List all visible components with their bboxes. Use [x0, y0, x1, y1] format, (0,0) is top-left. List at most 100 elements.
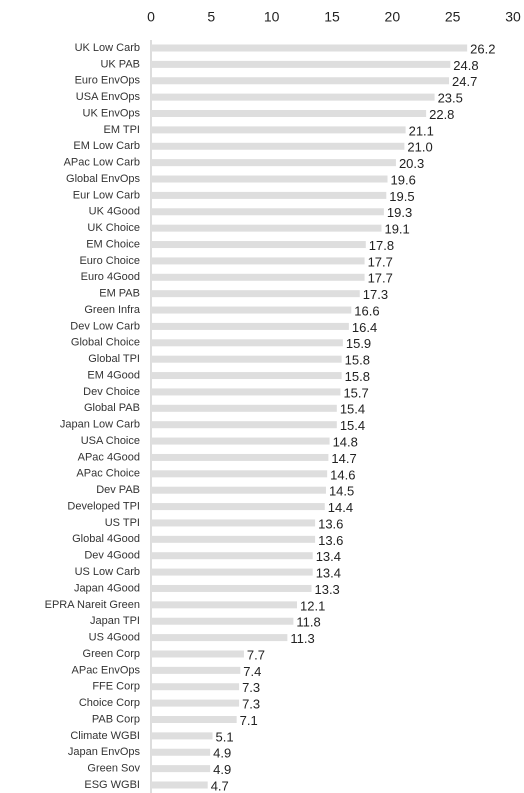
- category-label: Japan TPI: [90, 615, 140, 627]
- category-label: EM Choice: [86, 238, 140, 250]
- bar: [151, 191, 387, 199]
- value-label: 14.4: [328, 500, 353, 515]
- x-tick-label: 30: [505, 9, 521, 25]
- value-label: 11.8: [296, 615, 320, 630]
- value-label: 15.7: [343, 385, 368, 400]
- value-label: 15.9: [346, 336, 371, 351]
- bar: [151, 486, 326, 494]
- bar: [151, 224, 382, 232]
- bar: [151, 437, 330, 445]
- value-label: 19.3: [387, 205, 412, 220]
- bar: [151, 355, 342, 363]
- value-label: 12.1: [300, 598, 325, 613]
- value-label: 19.1: [384, 222, 409, 237]
- value-label: 15.4: [340, 418, 365, 433]
- bar: [151, 77, 450, 85]
- category-label: UK Low Carb: [75, 42, 140, 54]
- bar: [151, 650, 244, 658]
- value-label: 14.5: [329, 484, 354, 499]
- category-label: Global EnvOps: [66, 173, 140, 185]
- category-label: EM PAB: [99, 288, 140, 300]
- value-label: 15.8: [345, 353, 370, 368]
- value-label: 4.9: [213, 746, 231, 761]
- category-label: Euro 4Good: [81, 271, 140, 283]
- x-tick-label: 15: [324, 9, 340, 25]
- category-label: Global 4Good: [72, 533, 140, 545]
- value-label: 14.8: [333, 435, 358, 450]
- value-label: 21.1: [409, 123, 434, 138]
- value-label: 24.7: [452, 74, 477, 89]
- bar: [151, 290, 360, 298]
- bar: [151, 748, 211, 756]
- category-label: Choice Corp: [79, 697, 140, 709]
- category-label: PAB Corp: [92, 713, 140, 725]
- category-label: UK EnvOps: [83, 107, 141, 119]
- value-label: 7.4: [243, 664, 261, 679]
- value-label: 17.7: [368, 254, 393, 269]
- bar: [151, 159, 396, 167]
- category-label: US Low Carb: [75, 566, 140, 578]
- bar: [151, 273, 365, 281]
- category-label: APac EnvOps: [72, 664, 141, 676]
- category-label: Green Infra: [84, 304, 141, 316]
- value-label: 23.5: [438, 91, 463, 106]
- category-label: Green Corp: [83, 648, 140, 660]
- category-label: UK PAB: [100, 58, 140, 70]
- bar: [151, 257, 365, 265]
- bar: [151, 732, 213, 740]
- x-tick-label: 25: [445, 9, 461, 25]
- bar: [151, 666, 241, 674]
- value-label: 5.1: [216, 729, 234, 744]
- bar: [151, 781, 208, 789]
- category-label: Dev Choice: [83, 386, 140, 398]
- category-label: Eur Low Carb: [73, 189, 140, 201]
- value-label: 14.6: [330, 467, 355, 482]
- category-label: Dev 4Good: [84, 550, 140, 562]
- value-label: 13.6: [318, 533, 343, 548]
- value-label: 17.3: [363, 287, 388, 302]
- value-label: 16.6: [354, 303, 379, 318]
- bar: [151, 634, 288, 642]
- category-label: Dev Low Carb: [70, 320, 140, 332]
- value-label: 13.4: [316, 566, 341, 581]
- value-label: 15.4: [340, 402, 365, 417]
- category-label: Japan Low Carb: [60, 419, 140, 431]
- category-label: UK 4Good: [89, 206, 140, 218]
- category-label: USA Choice: [81, 435, 140, 447]
- category-label: EM TPI: [104, 124, 140, 136]
- category-label: FFE Corp: [92, 681, 140, 693]
- bar: [151, 568, 313, 576]
- value-label: 26.2: [470, 41, 495, 56]
- x-tick-label: 0: [147, 9, 155, 25]
- value-label: 7.3: [242, 697, 260, 712]
- bar: [151, 388, 341, 396]
- value-label: 13.3: [314, 582, 339, 597]
- x-tick-label: 20: [385, 9, 401, 25]
- category-label: Global Choice: [71, 337, 140, 349]
- bar: [151, 372, 342, 380]
- bar: [151, 306, 352, 314]
- value-label: 21.0: [407, 140, 432, 155]
- bar: [151, 175, 388, 183]
- category-label: ESG WGBI: [84, 779, 140, 791]
- bar: [151, 322, 349, 330]
- bar: [151, 699, 240, 707]
- bar: [151, 126, 406, 134]
- value-label: 20.3: [399, 156, 424, 171]
- value-label: 7.1: [240, 713, 258, 728]
- bar: [151, 44, 468, 52]
- bar: [151, 421, 337, 429]
- bar: [151, 617, 294, 625]
- value-label: 22.8: [429, 107, 454, 122]
- value-label: 15.8: [345, 369, 370, 384]
- bar: [151, 110, 427, 118]
- bar: [151, 503, 325, 511]
- value-label: 19.6: [391, 172, 416, 187]
- value-label: 16.4: [352, 320, 377, 335]
- category-label: EM Low Carb: [73, 140, 140, 152]
- category-label: Japan EnvOps: [68, 746, 141, 758]
- bar: [151, 470, 328, 478]
- bar: [151, 715, 237, 723]
- bar: [151, 535, 316, 543]
- category-label: APac 4Good: [78, 451, 140, 463]
